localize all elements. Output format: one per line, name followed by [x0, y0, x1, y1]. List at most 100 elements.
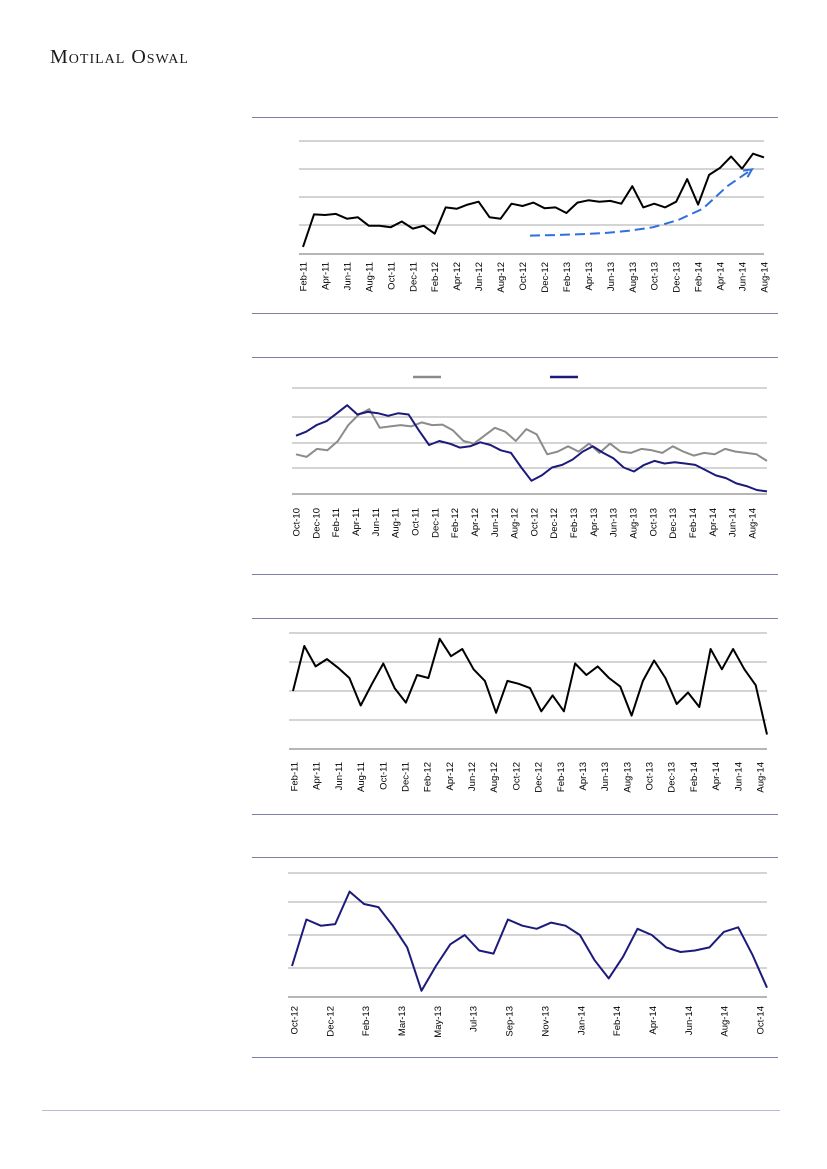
x-tick-label: Aug-12 [510, 508, 521, 539]
x-tick-label: Jun-14 [733, 762, 744, 791]
x-tick-label: Apr-13 [578, 762, 589, 791]
x-tick-label: Dec-12 [540, 262, 551, 293]
x-tick-label: Oct-12 [529, 508, 540, 537]
x-tick-label: Oct-13 [650, 262, 661, 291]
x-tick-label: Feb-12 [423, 762, 434, 792]
x-tick-label: Oct-11 [410, 508, 421, 536]
x-tick-label: Apr-14 [648, 1006, 659, 1035]
x-tick-label: Dec-12 [534, 762, 545, 793]
x-tick-label: Jun-13 [600, 762, 611, 791]
x-tick-label: Apr-14 [711, 762, 722, 791]
x-tick-label: Jun-13 [609, 508, 620, 537]
x-tick-label: Aug-14 [748, 508, 759, 539]
brand-logo: Motilal Oswal [50, 46, 189, 68]
x-tick-label: Feb-12 [450, 508, 461, 538]
x-tick-label: Feb-13 [569, 508, 580, 538]
x-tick-label: Jun-12 [467, 762, 478, 791]
section-rule [252, 814, 778, 815]
x-tick-label: Feb-14 [612, 1006, 623, 1036]
section-rule [252, 618, 778, 619]
x-tick-label: Oct-14 [756, 1006, 767, 1035]
x-tick-label: Jun-13 [606, 262, 617, 291]
x-tick-label: Aug-13 [628, 262, 639, 293]
x-tick-label: Apr-14 [708, 508, 719, 537]
footer-rule [42, 1110, 780, 1111]
x-tick-label: Feb-11 [290, 762, 301, 791]
x-tick-label: Dec-12 [549, 508, 560, 539]
x-tick-label: Dec-13 [672, 262, 683, 293]
x-tick-label: Jun-14 [738, 262, 749, 291]
x-tick-label: Dec-13 [667, 762, 678, 793]
trend-arrow-head [742, 168, 754, 178]
x-tick-label: Oct-13 [645, 762, 656, 791]
x-tick-label: Apr-12 [452, 262, 463, 291]
section-rule [252, 357, 778, 358]
x-tick-label: Oct-11 [386, 262, 397, 290]
x-tick-label: Oct-12 [511, 762, 522, 791]
series-line-black [302, 152, 765, 248]
trend-arrow-line [529, 168, 753, 237]
x-tick-label: Apr-11 [351, 508, 362, 536]
x-tick-label: Apr-13 [584, 262, 595, 291]
x-tick-label: Dec-11 [400, 762, 411, 792]
x-tick-label: Jun-11 [342, 262, 353, 290]
x-tick-label: Jun-14 [728, 508, 739, 537]
x-tick-label: Apr-12 [470, 508, 481, 537]
section-rule [252, 857, 778, 858]
x-tick-label: Apr-13 [589, 508, 600, 537]
x-tick-label: Apr-11 [320, 262, 331, 290]
x-tick-label: Sep-13 [505, 1006, 516, 1037]
x-tick-label: Oct-12 [290, 1006, 301, 1035]
x-tick-label: Oct-10 [292, 508, 303, 537]
x-tick-label: Feb-13 [361, 1006, 372, 1036]
section-rule [252, 1057, 778, 1058]
section-rule [252, 313, 778, 314]
x-tick-label: Jul-13 [469, 1006, 480, 1032]
x-tick-label: Apr-11 [312, 762, 323, 790]
x-tick-label: Dec-11 [408, 262, 419, 292]
x-tick-label: Jun-11 [371, 508, 382, 536]
x-tick-label: Feb-12 [430, 262, 441, 292]
x-tick-label: Apr-12 [445, 762, 456, 791]
x-tick-label: Apr-14 [716, 262, 727, 291]
x-tick-label: Aug-11 [364, 262, 375, 292]
section-rule [252, 574, 778, 575]
x-tick-label: Aug-14 [760, 262, 771, 293]
x-tick-label: Aug-13 [622, 762, 633, 793]
x-tick-label: Dec-12 [325, 1006, 336, 1037]
x-tick-label: Dec-13 [668, 508, 679, 539]
x-tick-label: Aug-13 [629, 508, 640, 539]
x-tick-label: Aug-11 [356, 762, 367, 792]
series-line-black [292, 637, 768, 735]
x-tick-label: Mar-13 [397, 1006, 408, 1036]
series-line-navy [291, 890, 768, 992]
x-tick-label: Feb-13 [562, 262, 573, 292]
x-tick-label: Aug-12 [489, 762, 500, 793]
series-line-navy [295, 404, 768, 493]
x-tick-label: Feb-11 [331, 508, 342, 537]
x-tick-label: Aug-12 [496, 262, 507, 293]
x-tick-label: Feb-13 [556, 762, 567, 792]
x-tick-label: Feb-11 [299, 262, 310, 291]
x-tick-label: Aug-11 [391, 508, 402, 538]
x-tick-label: Jun-12 [474, 262, 485, 291]
x-tick-label: Aug-14 [756, 762, 767, 793]
series-line-grey [295, 408, 768, 462]
x-tick-label: Feb-14 [689, 762, 700, 792]
x-tick-label: Jun-14 [684, 1006, 695, 1035]
x-tick-label: Feb-14 [694, 262, 705, 292]
x-tick-label: May-13 [433, 1006, 444, 1038]
x-tick-label: Oct-11 [378, 762, 389, 790]
section-rule [252, 117, 778, 118]
x-tick-label: Feb-14 [688, 508, 699, 538]
x-tick-label: Jan-14 [576, 1006, 587, 1035]
x-tick-label: Nov-13 [540, 1006, 551, 1037]
x-tick-label: Oct-12 [518, 262, 529, 291]
x-tick-label: Oct-13 [648, 508, 659, 537]
x-tick-label: Dec-10 [311, 508, 322, 539]
x-tick-label: Jun-11 [334, 762, 345, 790]
x-tick-label: Aug-14 [720, 1006, 731, 1037]
x-tick-label: Dec-11 [430, 508, 441, 538]
x-tick-label: Jun-12 [490, 508, 501, 537]
